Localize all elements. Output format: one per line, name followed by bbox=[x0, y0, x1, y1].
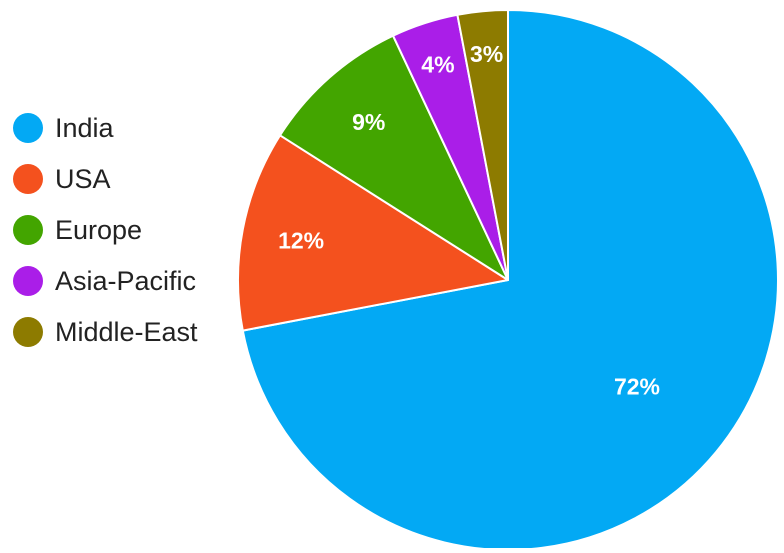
pie-slice-usa bbox=[237, 134, 509, 332]
slice-value-label-asia-pacific: 4% bbox=[421, 51, 454, 77]
slice-value-label-middle-east: 3% bbox=[470, 41, 503, 67]
pie-slice-europe bbox=[279, 34, 509, 281]
legend-swatch-asia-pacific bbox=[13, 266, 43, 296]
legend-swatch-europe bbox=[13, 215, 43, 245]
legend-label-india: India bbox=[55, 113, 115, 143]
slice-value-label-europe: 9% bbox=[352, 109, 385, 135]
slice-value-label-usa: 12% bbox=[278, 228, 324, 254]
slice-value-label-india: 72% bbox=[614, 374, 660, 400]
legend-label-asia-pacific: Asia-Pacific bbox=[55, 266, 196, 296]
legend-label-europe: Europe bbox=[55, 215, 142, 245]
pie-slice-india bbox=[241, 9, 779, 551]
pie-slice-labels: 72% 12% 9% 4% 3% bbox=[278, 41, 660, 399]
legend-label-usa: USA bbox=[55, 164, 111, 194]
legend-swatch-india bbox=[13, 113, 43, 143]
legend: India USA Europe Asia-Pacific Middle-East bbox=[13, 113, 198, 347]
legend-label-middle-east: Middle-East bbox=[55, 317, 198, 347]
pie-slice-middle-east bbox=[456, 9, 509, 281]
legend-swatch-usa bbox=[13, 164, 43, 194]
pie-slices bbox=[237, 9, 779, 551]
legend-swatch-middle-east bbox=[13, 317, 43, 347]
